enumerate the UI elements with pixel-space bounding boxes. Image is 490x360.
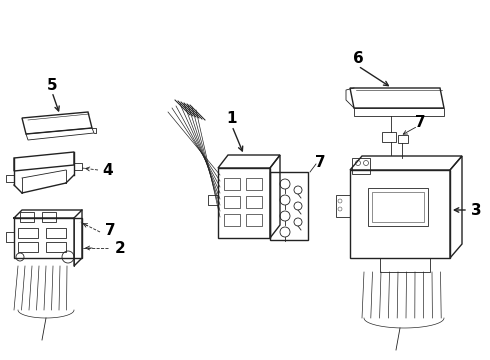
Bar [18,228,38,238]
Text: 7: 7 [415,114,425,130]
Bar [382,132,396,142]
Bar [18,242,38,252]
Text: 7: 7 [315,154,325,170]
Bar [20,212,34,222]
Text: 2: 2 [115,240,125,256]
Bar [398,135,408,143]
Bar [372,192,424,222]
Bar [224,178,240,190]
Text: 7: 7 [105,222,115,238]
Bar [224,196,240,208]
Bar [46,242,66,252]
Text: 6: 6 [353,50,364,66]
Bar [42,212,56,222]
Text: 4: 4 [103,162,113,177]
Bar [368,188,428,226]
Bar [336,195,350,217]
Text: 1: 1 [227,111,237,126]
Bar [246,196,262,208]
Bar [246,214,262,226]
Bar [46,228,66,238]
Text: 3: 3 [471,202,481,217]
Bar [246,178,262,190]
Bar [224,214,240,226]
Text: 5: 5 [47,77,57,93]
Bar [352,158,370,174]
